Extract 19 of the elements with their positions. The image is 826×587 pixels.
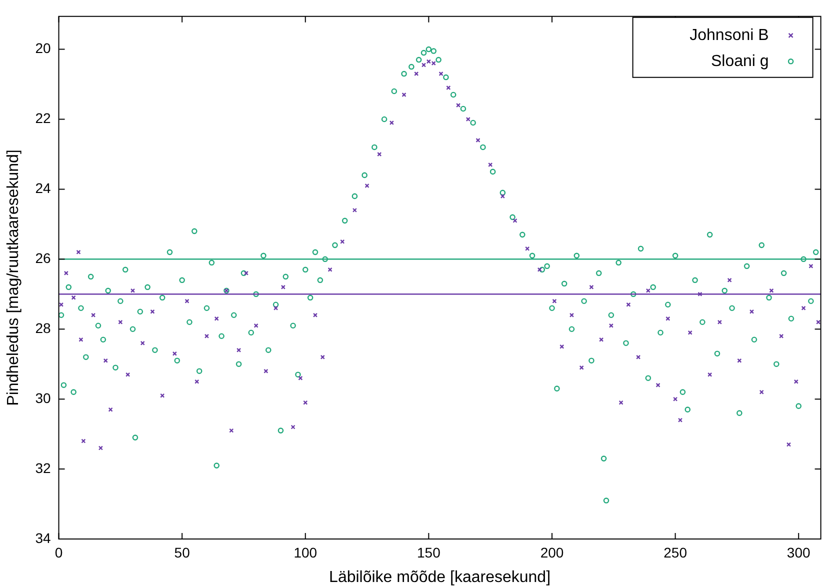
x-tick-label: 150 [417, 544, 441, 560]
y-axis-title: Pindheledus [mag/ruutkaaresekund] [5, 150, 22, 406]
y-tick-label: 30 [35, 390, 51, 406]
y-tick-label: 20 [35, 40, 51, 56]
x-tick-label: 100 [294, 544, 318, 560]
x-tick-label: 250 [664, 544, 688, 560]
y-tick-label: 22 [35, 110, 51, 126]
x-tick-label: 200 [540, 544, 564, 560]
legend-label: Sloani g [710, 52, 769, 70]
legend-label: Johnsoni B [690, 26, 769, 44]
x-axis-title: Läbilõike mõõde [kaaresekund] [329, 568, 551, 586]
x-tick-label: 300 [786, 544, 810, 560]
x-tick-label: 0 [54, 544, 63, 560]
y-tick-label: 26 [35, 250, 51, 266]
y-tick-label: 34 [35, 530, 51, 546]
x-tick-label: 50 [174, 544, 190, 560]
y-tick-label: 28 [35, 320, 51, 336]
y-tick-label: 24 [35, 180, 51, 196]
y-tick-label: 32 [35, 460, 51, 476]
